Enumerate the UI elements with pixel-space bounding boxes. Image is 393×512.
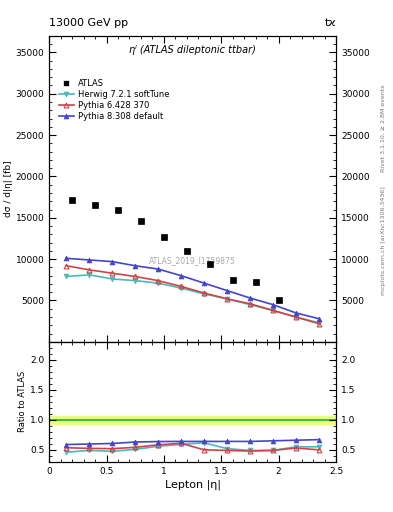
Legend: ATLAS, Herwig 7.2.1 softTune, Pythia 6.428 370, Pythia 8.308 default: ATLAS, Herwig 7.2.1 softTune, Pythia 6.4… bbox=[56, 77, 172, 124]
Bar bbox=[49, 416, 336, 424]
X-axis label: Lepton |η|: Lepton |η| bbox=[165, 480, 220, 490]
Y-axis label: dσ / d|η| [fb]: dσ / d|η| [fb] bbox=[4, 161, 13, 217]
Text: ATLAS_2019_I1759875: ATLAS_2019_I1759875 bbox=[149, 256, 236, 265]
Text: Rivet 3.1.10, ≥ 2.8M events: Rivet 3.1.10, ≥ 2.8M events bbox=[381, 84, 386, 172]
Text: tϰ: tϰ bbox=[324, 18, 336, 28]
Text: mcplots.cern.ch [arXiv:1306.3436]: mcplots.cern.ch [arXiv:1306.3436] bbox=[381, 186, 386, 295]
Text: 13000 GeV pp: 13000 GeV pp bbox=[49, 18, 128, 28]
Y-axis label: Ratio to ATLAS: Ratio to ATLAS bbox=[18, 371, 27, 433]
Text: ηˡ (ATLAS dileptonic ttbar): ηˡ (ATLAS dileptonic ttbar) bbox=[129, 45, 256, 55]
